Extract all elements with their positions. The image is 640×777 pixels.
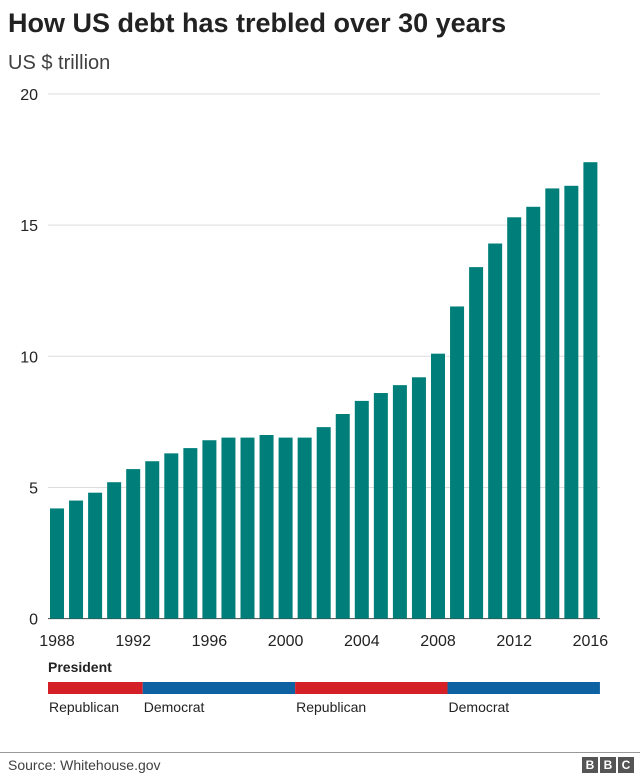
bar-2000 — [278, 437, 293, 619]
bar-2012 — [507, 217, 522, 619]
x-tick-label: 2016 — [573, 633, 609, 650]
bar-2004 — [354, 400, 369, 619]
x-tick-label: 2012 — [496, 633, 532, 650]
bar-1999 — [259, 434, 274, 619]
chart-subtitle: US $ trillion — [8, 52, 111, 74]
bar-2010 — [469, 267, 484, 619]
bar-1993 — [145, 461, 160, 619]
bar-1990 — [88, 492, 103, 619]
bar-2006 — [392, 385, 407, 619]
y-tick-label: 20 — [20, 87, 38, 104]
president-party-label: Democrat — [144, 699, 205, 715]
y-tick-label: 5 — [29, 480, 38, 497]
bbc-logo-letter: B — [600, 757, 616, 773]
president-bar-democrat — [447, 682, 600, 694]
bar-2009 — [450, 306, 465, 619]
bbc-logo-letter: C — [618, 757, 634, 773]
bar-1991 — [107, 482, 122, 619]
bar-2008 — [431, 353, 445, 619]
president-legend-title: President — [48, 659, 112, 675]
bar-2003 — [335, 414, 350, 619]
bar-2007 — [411, 377, 426, 619]
bar-2015 — [564, 185, 579, 619]
bar-1989 — [69, 500, 84, 619]
bar-1998 — [240, 437, 255, 619]
x-tick-label: 2000 — [268, 633, 304, 650]
x-tick-label: 1988 — [39, 633, 75, 650]
x-tick-label: 1996 — [192, 633, 228, 650]
bbc-logo: B B C — [582, 757, 634, 773]
source-note: Source: Whitehouse.gov — [8, 757, 161, 773]
bar-1996 — [202, 440, 217, 619]
y-tick-label: 15 — [20, 218, 38, 235]
president-party-label: Republican — [49, 699, 119, 715]
footer-divider — [0, 752, 640, 753]
bbc-logo-letter: B — [582, 757, 598, 773]
bar-1995 — [183, 448, 198, 619]
president-party-label: Democrat — [449, 699, 510, 715]
bar-2016 — [583, 162, 598, 619]
bar-2005 — [373, 393, 388, 619]
chart-title: How US debt has trebled over 30 years — [8, 8, 507, 38]
bar-2011 — [488, 243, 503, 619]
bar-1997 — [221, 437, 236, 619]
bar-1992 — [126, 469, 141, 619]
bar-1988 — [50, 508, 64, 619]
bar-2014 — [545, 188, 560, 619]
bar-2002 — [316, 427, 331, 619]
y-tick-label: 10 — [20, 349, 38, 366]
bar-2001 — [297, 437, 312, 619]
president-bar-republican — [295, 682, 448, 694]
president-bar-democrat — [142, 682, 296, 694]
x-tick-label: 2004 — [344, 633, 380, 650]
y-tick-label: 0 — [29, 612, 38, 629]
x-tick-label: 1992 — [115, 633, 151, 650]
bar-chart: 0 5 10 15 20 1988 1992 1996 2000 2004 2008 2012 2016… — [20, 87, 609, 715]
bar-1994 — [164, 453, 179, 619]
president-party-label: Republican — [296, 699, 366, 715]
x-tick-label: 2008 — [420, 633, 456, 650]
president-bar-republican — [48, 682, 143, 694]
bar-2013 — [526, 206, 541, 619]
